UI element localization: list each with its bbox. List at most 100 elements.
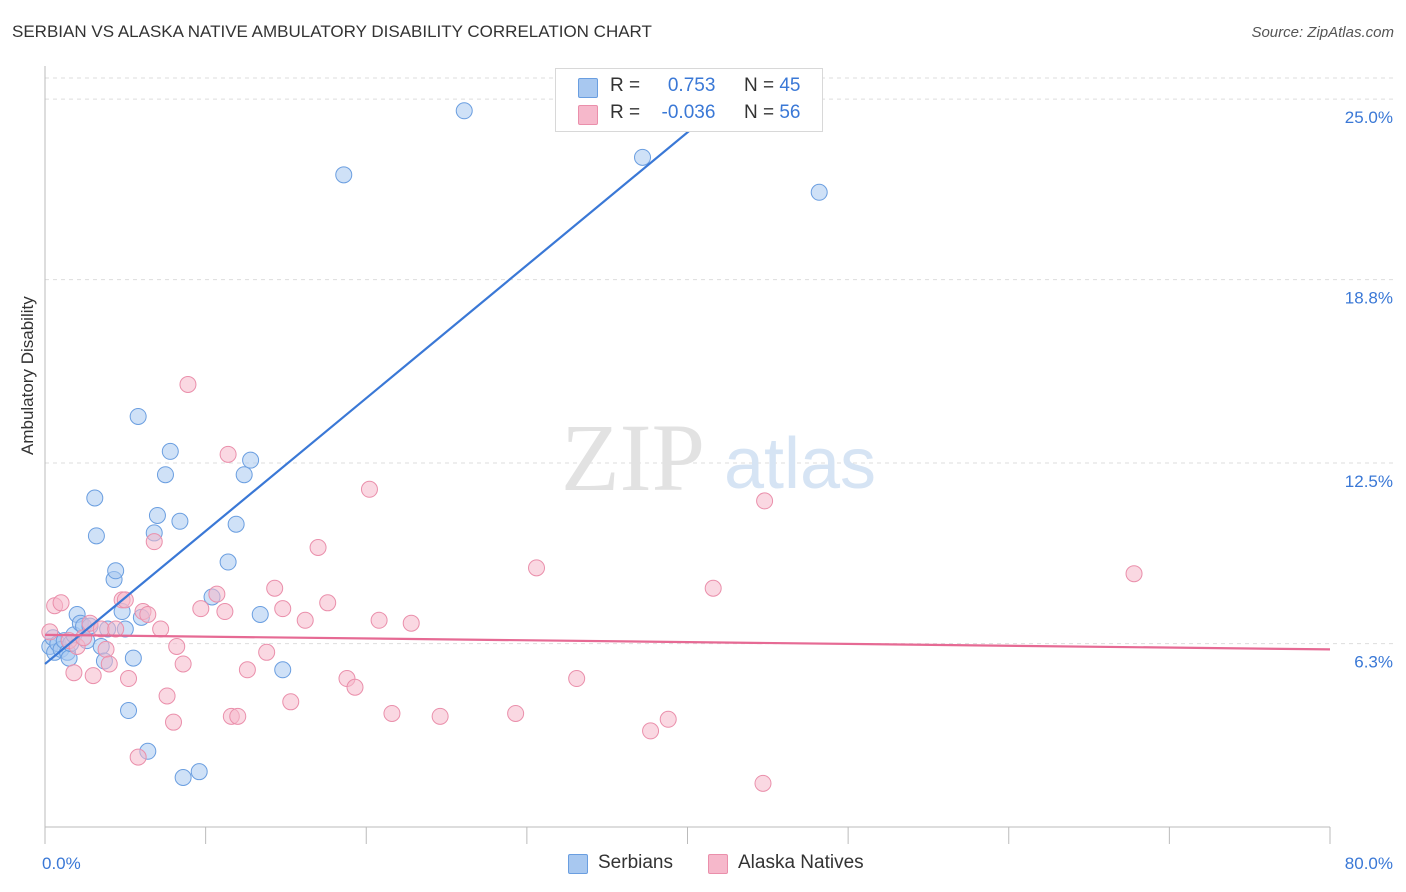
legend-swatch-alaska-natives: [578, 105, 598, 125]
alaska-native-point: [431, 707, 449, 725]
alaska-native-point: [216, 603, 234, 621]
legend-label-alaska-natives: Alaska Natives: [738, 852, 864, 873]
alaska-native-point: [642, 722, 660, 740]
serbians-trend-line: [44, 98, 729, 665]
data-points: [41, 102, 1143, 792]
alaska-native-point: [174, 655, 192, 673]
alaska-native-point: [219, 445, 237, 463]
legend-n-value: 45: [779, 75, 801, 96]
alaska-native-point: [97, 640, 115, 658]
grid-lines: [45, 77, 1395, 645]
alaska-native-point: [309, 538, 327, 556]
serbian-point: [171, 512, 189, 530]
alaska-native-point: [152, 620, 170, 638]
serbian-point: [161, 442, 179, 460]
alaska-native-point: [229, 707, 247, 725]
serbian-point: [335, 166, 353, 184]
alaska-native-point: [168, 637, 186, 655]
y-tick-label: 6.3%: [1354, 653, 1393, 672]
legend-swatch-serbians: [578, 78, 598, 98]
alaska-native-point: [84, 667, 102, 685]
serbian-point: [455, 102, 473, 120]
chart-title: SERBIAN VS ALASKA NATIVE AMBULATORY DISA…: [12, 22, 652, 41]
watermark: ZIP atlas: [561, 404, 876, 511]
alaska-native-point: [158, 687, 176, 705]
watermark-zip: ZIP: [561, 404, 705, 511]
alaska-native-point: [274, 600, 292, 618]
x-tick-label-max: 80.0%: [1345, 854, 1393, 873]
trend-lines: [44, 98, 1331, 665]
alaska-native-point: [165, 713, 182, 731]
legend-swatch-alaska-natives: [708, 854, 728, 874]
legend-r-label: R =: [610, 75, 641, 96]
alaska-native-point: [370, 611, 388, 629]
alaska-native-point: [145, 533, 163, 551]
serbian-point: [242, 451, 260, 469]
serbian-point: [86, 489, 104, 507]
y-tick-label: 18.8%: [1345, 289, 1393, 308]
legend-label-serbians: Serbians: [598, 852, 673, 873]
alaska-native-point: [568, 670, 586, 688]
serbian-point: [251, 605, 269, 623]
serbian-point: [274, 661, 292, 679]
alaska-native-point: [754, 774, 772, 792]
alaska-native-point: [282, 693, 300, 711]
alaska-native-point: [52, 594, 70, 612]
axes: [44, 66, 1331, 844]
y-tick-label: 25.0%: [1345, 108, 1393, 127]
alaska-native-point: [65, 664, 83, 682]
alaska-native-point: [756, 492, 774, 510]
serbian-point: [124, 649, 142, 667]
legend-r-value: 0.753: [667, 75, 716, 96]
alaska-native-point: [238, 661, 256, 679]
tick-labels: 6.3% 12.5% 18.8% 25.0% 0.0% 80.0%: [42, 108, 1393, 873]
serbian-point: [810, 183, 828, 201]
alaska-native-point: [402, 614, 420, 632]
source-label: Source: ZipAtlas.com: [1251, 24, 1394, 41]
watermark-atlas: atlas: [724, 424, 876, 504]
alaska-native-point: [179, 375, 197, 393]
alaska-native-point: [659, 710, 677, 728]
alaska-native-point: [296, 611, 314, 629]
serbian-point: [87, 527, 105, 545]
y-axis-label: Ambulatory Disability: [18, 296, 37, 455]
correlation-legend: R = 0.753 N = 45 R = -0.036 N = 56: [555, 68, 823, 132]
serbian-point: [235, 466, 253, 484]
legend-r-label: R =: [610, 102, 641, 123]
alaska-native-point: [507, 704, 525, 722]
y-tick-label: 12.5%: [1345, 472, 1393, 491]
legend-swatch-serbians: [568, 854, 588, 874]
legend-r-value: -0.036: [661, 102, 716, 123]
serbian-point: [107, 562, 125, 580]
legend-n-label: N =: [743, 102, 775, 123]
alaska-native-point: [120, 670, 138, 688]
alaska-native-point: [346, 678, 364, 696]
alaska-native-point: [208, 585, 226, 603]
alaska-native-point: [1125, 565, 1143, 583]
legend-n-value: 56: [779, 102, 801, 123]
alaska-native-point: [41, 623, 59, 641]
alaska-native-point: [360, 480, 378, 498]
legend-n-label: N =: [743, 75, 775, 96]
alaska-native-point: [192, 600, 210, 618]
alaska-natives-trend-line: [44, 633, 1331, 651]
serbian-point: [156, 466, 174, 484]
alaska-native-point: [528, 559, 546, 577]
serbian-point: [120, 702, 138, 720]
alaska-native-point: [116, 591, 134, 609]
alaska-native-point: [139, 605, 157, 623]
alaska-native-point: [319, 594, 337, 612]
serbian-point: [219, 553, 237, 571]
serbian-point: [129, 407, 147, 425]
serbian-point: [148, 506, 166, 524]
serbian-point: [174, 769, 192, 787]
alaska-native-point: [107, 620, 125, 638]
serbian-point: [634, 148, 652, 166]
alaska-native-point: [383, 704, 401, 722]
alaska-native-point: [100, 655, 118, 673]
serbian-point: [190, 763, 208, 781]
alaska-native-point: [129, 748, 147, 766]
alaska-native-point: [258, 643, 276, 661]
alaska-native-point: [266, 579, 284, 597]
